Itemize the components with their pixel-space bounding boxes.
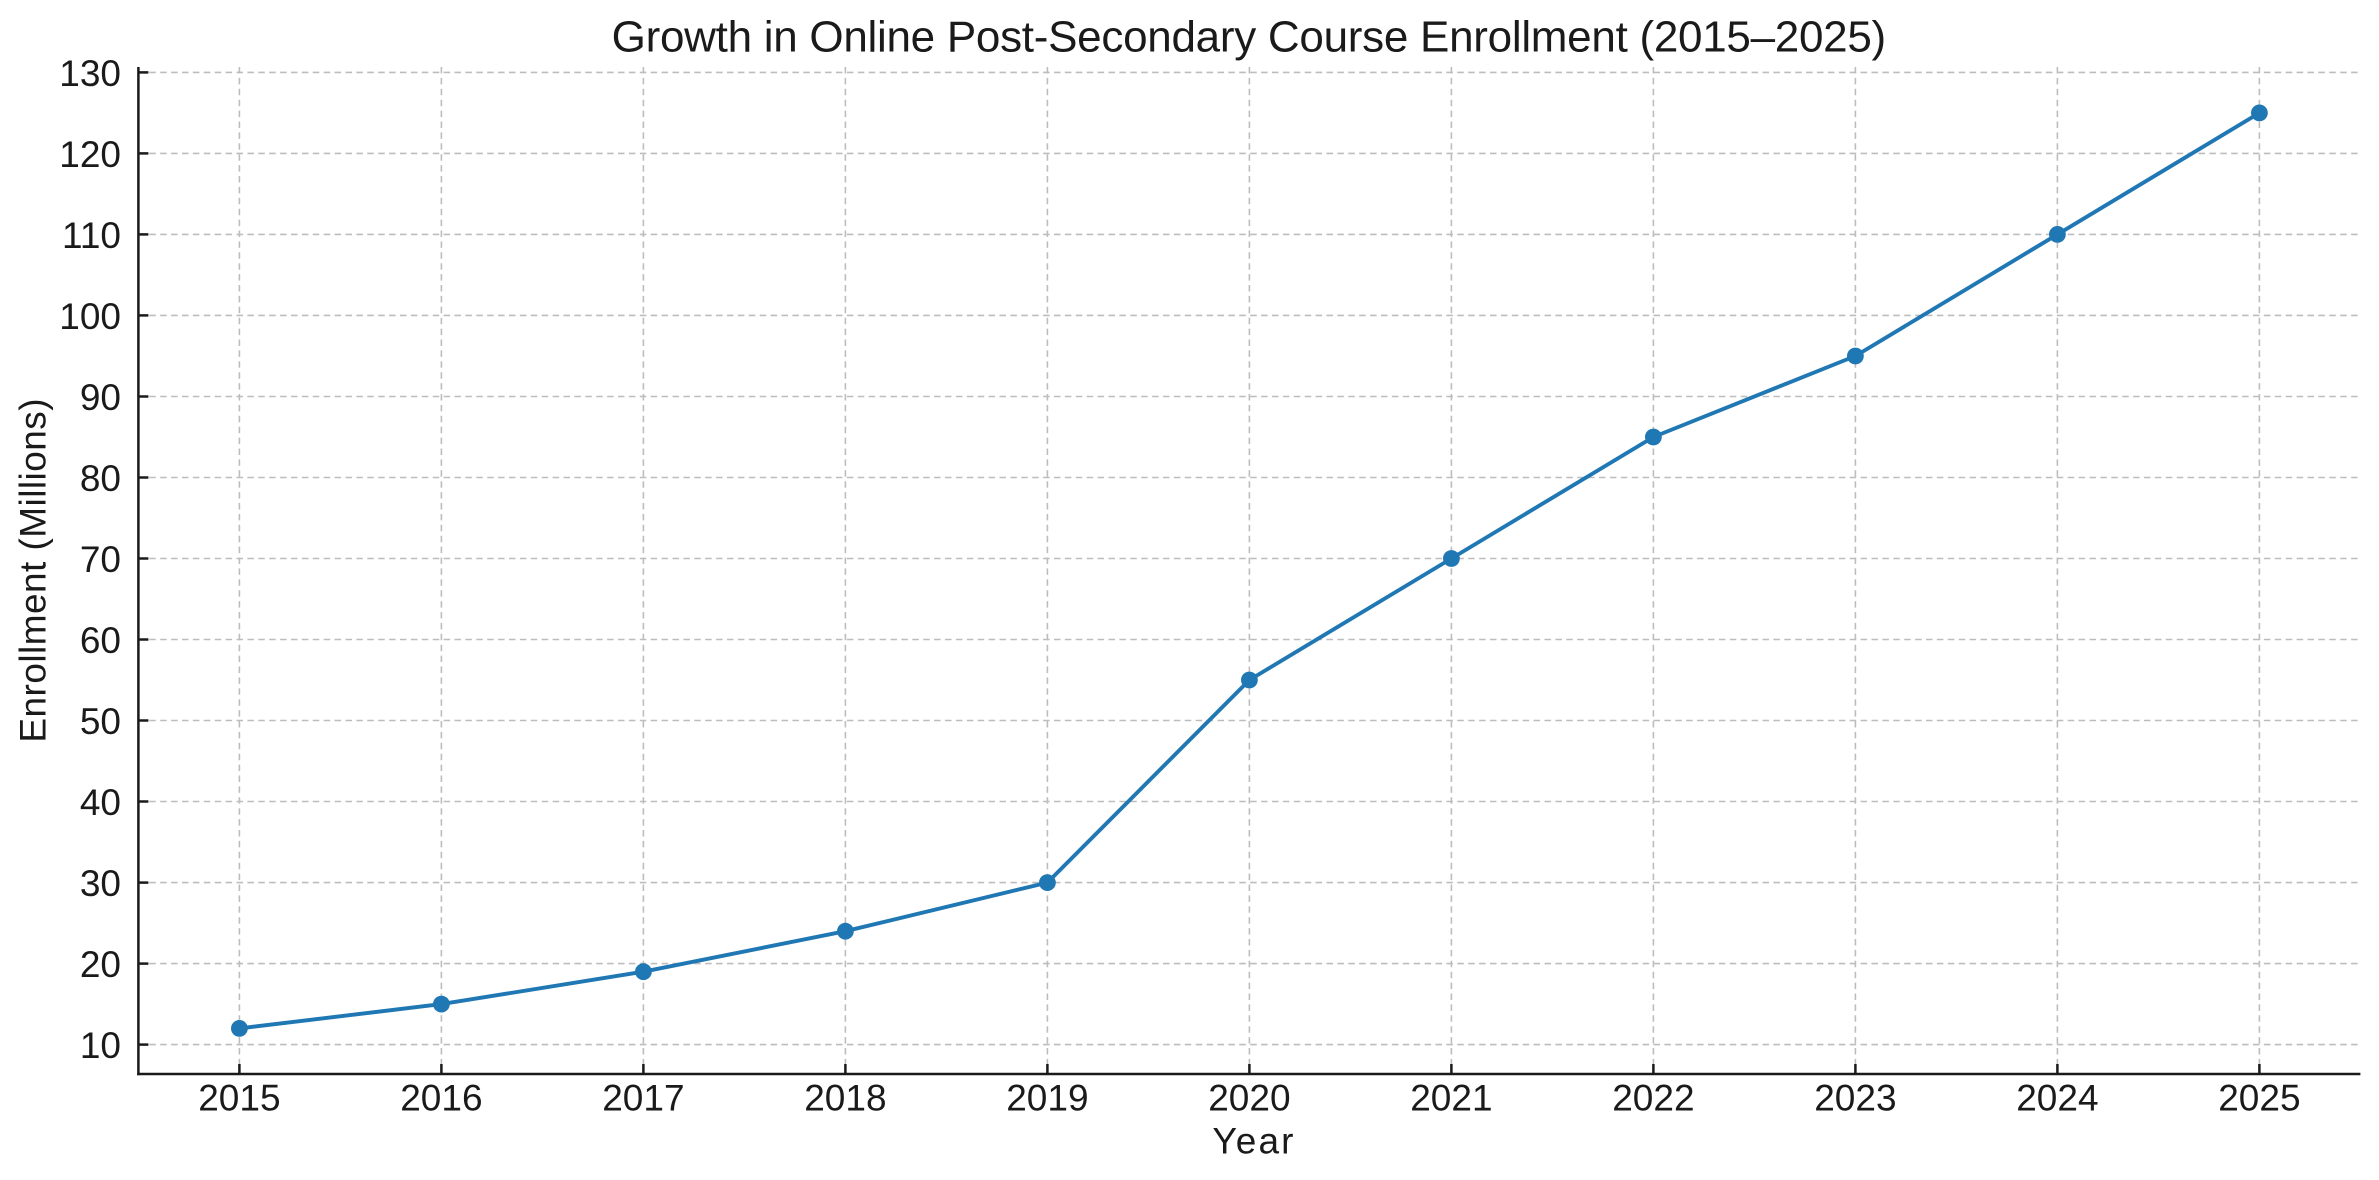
svg-text:20: 20	[80, 944, 121, 985]
svg-text:2024: 2024	[2016, 1077, 2098, 1118]
svg-text:2018: 2018	[804, 1077, 886, 1118]
svg-text:60: 60	[80, 620, 121, 661]
svg-text:2017: 2017	[602, 1077, 684, 1118]
svg-text:2022: 2022	[1612, 1077, 1694, 1118]
svg-text:2020: 2020	[1208, 1077, 1290, 1118]
svg-text:40: 40	[80, 782, 121, 823]
svg-text:120: 120	[59, 134, 121, 175]
svg-text:2023: 2023	[1814, 1077, 1896, 1118]
svg-text:2016: 2016	[400, 1077, 482, 1118]
svg-text:80: 80	[80, 458, 121, 499]
svg-text:100: 100	[59, 296, 121, 337]
svg-text:110: 110	[62, 215, 121, 256]
svg-text:50: 50	[80, 701, 121, 742]
svg-text:130: 130	[59, 53, 121, 94]
svg-text:2021: 2021	[1410, 1077, 1492, 1118]
svg-text:70: 70	[80, 539, 121, 580]
svg-text:2019: 2019	[1006, 1077, 1088, 1118]
svg-text:30: 30	[80, 863, 121, 904]
svg-text:Year: Year	[1212, 1121, 1295, 1162]
svg-text:Growth in Online Post-Secondar: Growth in Online Post-Secondary Course E…	[612, 13, 1886, 62]
svg-text:10: 10	[80, 1025, 121, 1066]
svg-text:90: 90	[80, 377, 121, 418]
svg-text:2015: 2015	[198, 1077, 280, 1118]
svg-text:Enrollment (Millions): Enrollment (Millions)	[13, 398, 54, 743]
svg-text:2025: 2025	[2218, 1077, 2300, 1118]
